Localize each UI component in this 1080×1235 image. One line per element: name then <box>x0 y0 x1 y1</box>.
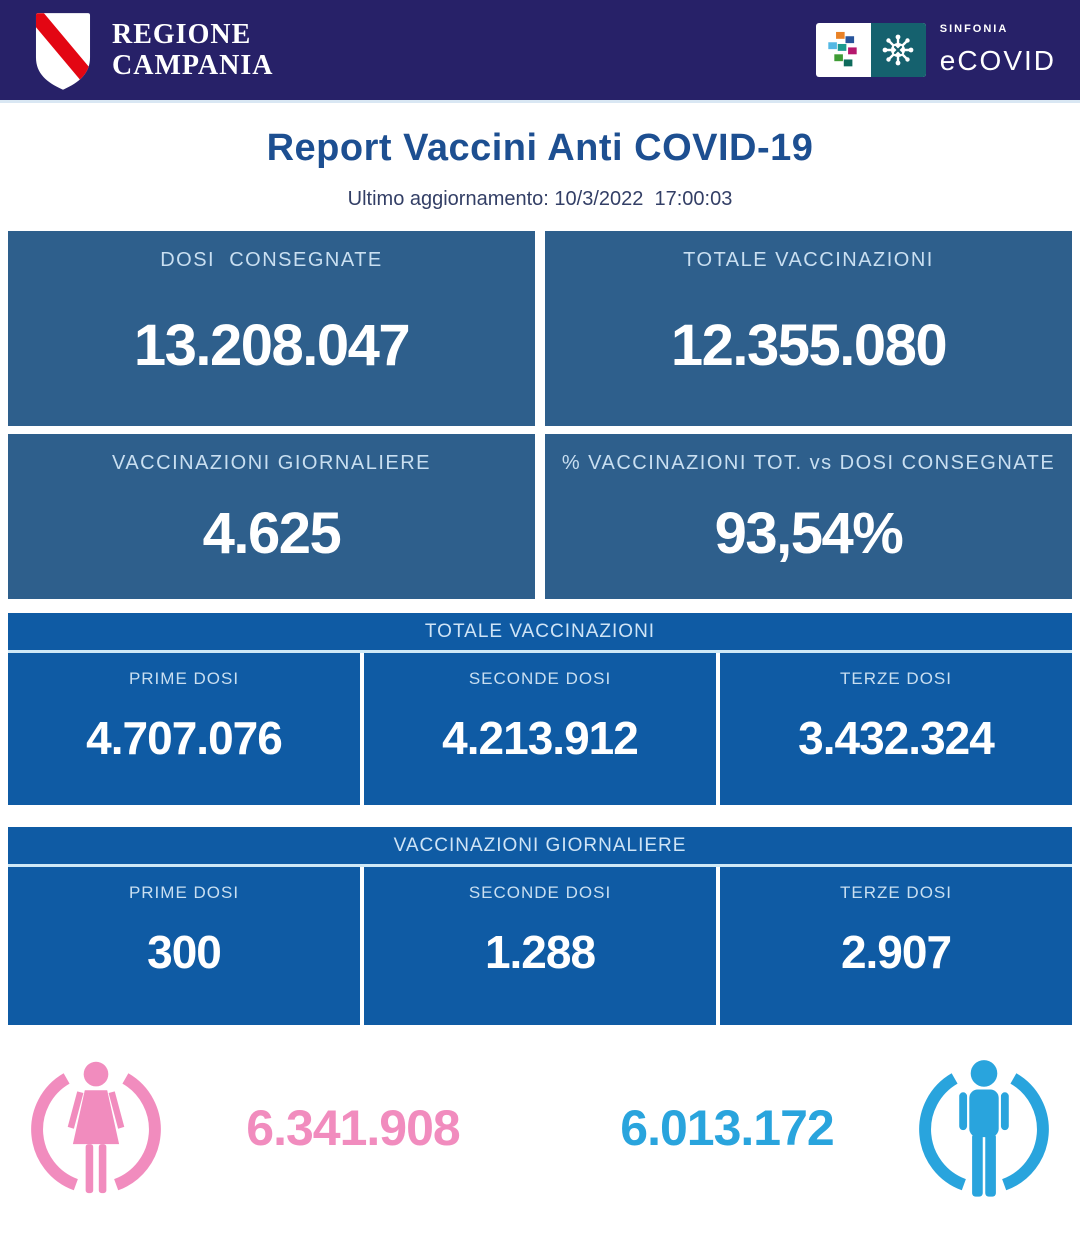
ecovid-virus-tile <box>870 23 926 77</box>
cell-seconde-dosi: SECONDE DOSI 4.213.912 <box>364 653 716 805</box>
cell-value: 2.907 <box>840 926 952 978</box>
cell-value: 3.432.324 <box>798 712 995 764</box>
card-label: DOSI CONSEGNATE <box>160 249 383 271</box>
regione-campania-shield-icon <box>35 13 91 90</box>
section-vaccinazioni-giornaliere: VACCINAZIONI GIORNALIERE PRIME DOSI 300 … <box>8 827 1072 1025</box>
gender-totals: 6.341.908 6.013.172 <box>0 1025 1080 1201</box>
cell-terze-dosi: TERZE DOSI 3.432.324 <box>720 653 1072 805</box>
app-header: REGIONE CAMPANIA <box>0 0 1080 103</box>
section-totale-vaccinazioni: TOTALE VACCINAZIONI PRIME DOSI 4.707.076… <box>8 613 1072 805</box>
ecovid-wordmark: SINFONIA eCOVID <box>940 23 1056 77</box>
cell-seconde-dosi: SECONDE DOSI 1.288 <box>364 867 716 1025</box>
section-columns: PRIME DOSI 4.707.076 SECONDE DOSI 4.213.… <box>8 650 1072 805</box>
section-title: TOTALE VACCINAZIONI <box>8 613 1072 650</box>
section-columns: PRIME DOSI 300 SECONDE DOSI 1.288 TERZE … <box>8 864 1072 1025</box>
virus-icon <box>882 34 914 66</box>
cell-prime-dosi: PRIME DOSI 300 <box>8 867 360 1025</box>
card-value: 4.625 <box>202 500 342 566</box>
brand-line1: REGIONE <box>112 18 252 50</box>
page-title: Report Vaccini Anti COVID-19 <box>266 127 814 169</box>
regione-campania-brand: REGIONE CAMPANIA <box>30 8 273 92</box>
last-update-text: Ultimo aggiornamento: 10/3/2022 17:00:03 <box>347 188 733 210</box>
cell-value: 300 <box>147 926 222 978</box>
card-value: 93,54% <box>714 500 904 566</box>
cell-label: PRIME DOSI <box>128 669 240 688</box>
cell-label: SECONDE DOSI <box>468 669 612 688</box>
card-totale-vaccinazioni: TOTALE VACCINAZIONI 12.355.080 <box>545 231 1072 426</box>
card-label: % VACCINAZIONI TOT. vs DOSI CONSEGNATE <box>561 452 1056 474</box>
cell-prime-dosi: PRIME DOSI 4.707.076 <box>8 653 360 805</box>
cell-value: 4.213.912 <box>442 712 639 764</box>
sinfonia-blocks-icon <box>828 31 857 67</box>
female-total: 6.341.908 <box>246 1100 460 1156</box>
header-logos: SINFONIA eCOVID <box>815 23 1062 77</box>
cell-value: 4.707.076 <box>86 712 283 764</box>
section-title: VACCINAZIONI GIORNALIERE <box>8 827 1072 864</box>
card-label: VACCINAZIONI GIORNALIERE <box>111 452 431 474</box>
card-value: 12.355.080 <box>670 312 948 378</box>
male-total: 6.013.172 <box>620 1100 834 1156</box>
ecovid-label: eCOVID <box>939 45 1056 76</box>
card-dosi-consegnate: DOSI CONSEGNATE 13.208.047 <box>8 231 535 426</box>
male-icon <box>919 1060 1049 1197</box>
brand-name: REGIONE CAMPANIA <box>112 19 273 82</box>
cell-label: SECONDE DOSI <box>468 883 612 902</box>
cell-terze-dosi: TERZE DOSI 2.907 <box>720 867 1072 1025</box>
cell-label: PRIME DOSI <box>128 883 240 902</box>
summary-cards: DOSI CONSEGNATE 13.208.047 TOTALE VACCIN… <box>8 231 1072 599</box>
card-vaccinazioni-giornaliere: VACCINAZIONI GIORNALIERE 4.625 <box>8 434 535 599</box>
card-percent-vaccinazioni: % VACCINAZIONI TOT. vs DOSI CONSEGNATE 9… <box>545 434 1072 599</box>
card-value: 13.208.047 <box>133 312 411 378</box>
cell-value: 1.288 <box>484 926 596 978</box>
sinfonia-ecovid-logo <box>815 23 926 77</box>
cell-label: TERZE DOSI <box>839 883 952 902</box>
sinfonia-label: SINFONIA <box>939 23 1009 35</box>
female-icon <box>31 1061 161 1194</box>
brand-line2: CAMPANIA <box>112 50 274 81</box>
card-label: TOTALE VACCINAZIONI <box>683 249 934 271</box>
cell-label: TERZE DOSI <box>839 669 952 688</box>
